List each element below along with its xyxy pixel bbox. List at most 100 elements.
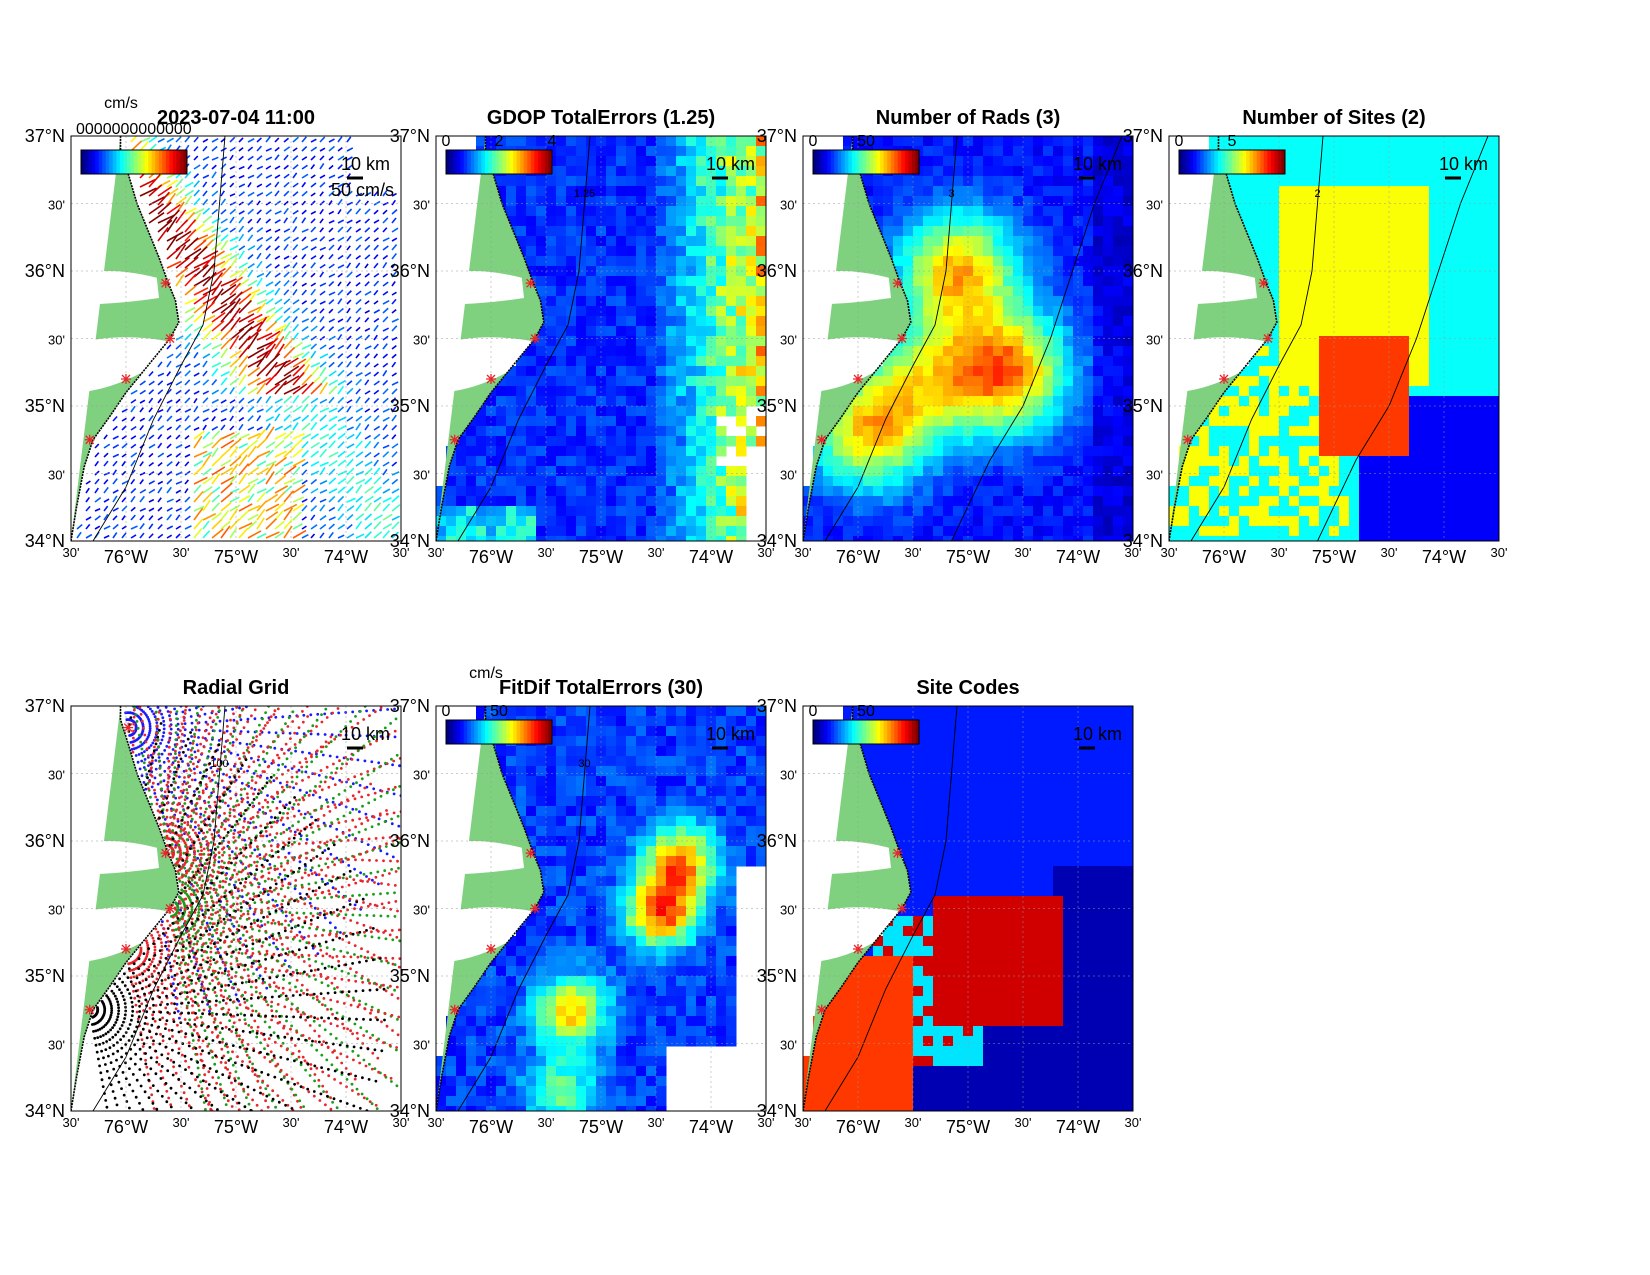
colorbar-swatch [151, 150, 156, 174]
site-marker [165, 333, 175, 344]
lat-tick-label: 35°N [25, 396, 65, 416]
colorbar-swatch [1267, 150, 1272, 174]
map-area: 2 [1169, 136, 1499, 541]
lon-tick-label: 30' [428, 545, 445, 560]
colorbar-swatch [488, 720, 493, 744]
lat-tick-label: 30' [413, 903, 430, 918]
lon-tick-label: 76°W [104, 547, 148, 567]
colorbar-swatch [165, 150, 170, 174]
scale-bar: 10 km [341, 724, 390, 750]
colorbar-swatch [897, 720, 902, 744]
site-marker [121, 374, 131, 384]
colorbar-swatch [873, 720, 878, 744]
colorbar-swatch [1189, 150, 1194, 174]
colorbar-swatch [851, 720, 856, 744]
colorbar-swatch [446, 150, 451, 174]
contour-label: 2 [1314, 188, 1320, 200]
colorbar-tick: 5 [1228, 133, 1237, 150]
lon-tick-label: 76°W [1202, 547, 1246, 567]
scale-label: 10 km [1073, 154, 1122, 174]
colorbar-swatch [477, 720, 482, 744]
colorbar-swatch [1281, 150, 1286, 174]
scale-label: 10 km [1439, 154, 1488, 174]
colorbar-swatch [162, 150, 167, 174]
site-marker [525, 848, 536, 859]
colorbar-swatch [1203, 150, 1208, 174]
lon-tick-label: 74°W [1056, 1117, 1100, 1137]
panel-title: GDOP TotalErrors (1.25) [487, 107, 715, 129]
isobath-line [457, 136, 591, 541]
colorbar-swatch [523, 150, 528, 174]
scale-label: 10 km [341, 154, 390, 174]
lon-tick-label: 74°W [324, 1117, 368, 1137]
lat-tick-label: 30' [413, 1038, 430, 1053]
lat-tick-label: 30' [413, 468, 430, 483]
lat-tick-label: 30' [780, 468, 797, 483]
colorbar-swatch [866, 150, 871, 174]
colorbar-swatch [908, 720, 913, 744]
colorbar-swatch [446, 720, 451, 744]
colorbar-swatch [890, 720, 895, 744]
colorbar-swatch [534, 150, 539, 174]
contour-label: 1.25 [574, 188, 595, 200]
lat-tick-label: 30' [780, 903, 797, 918]
colorbar-swatch [848, 150, 853, 174]
colorbar-swatch [460, 150, 465, 174]
colorbar-swatch [456, 720, 461, 744]
scale-bar: 10 km [341, 154, 390, 180]
colorbar-swatch [470, 720, 475, 744]
colorbar-swatch [1249, 150, 1254, 174]
colorbar-swatch [548, 720, 553, 744]
colorbar-swatch [1242, 150, 1247, 174]
colorbar-swatch [534, 720, 539, 744]
colorbar-swatch [887, 720, 892, 744]
colorbar-swatch [481, 720, 486, 744]
lat-tick-label: 37°N [1123, 126, 1163, 146]
map-area [71, 136, 401, 541]
lat-tick-label: 36°N [25, 261, 65, 281]
lon-tick-label: 74°W [1422, 547, 1466, 567]
colorbar-swatch [474, 720, 479, 744]
lat-tick-label: 37°N [25, 696, 65, 716]
colorbar-swatch [837, 720, 842, 744]
colorbar-swatch [901, 150, 906, 174]
site-marker [160, 278, 171, 289]
colorbar-swatch [827, 150, 832, 174]
colorbar-unit: cm/s [469, 665, 503, 682]
lat-tick-label: 35°N [757, 396, 797, 416]
site-marker [897, 333, 907, 344]
sound-water [1169, 337, 1266, 393]
lon-tick-label: 76°W [836, 1117, 880, 1137]
panel-title: Number of Rads (3) [876, 107, 1060, 129]
colorbar-swatch [858, 150, 863, 174]
lon-tick-label: 30' [1491, 545, 1508, 560]
colorbar: 0 50 [809, 133, 920, 175]
colorbar-swatch [1228, 150, 1233, 174]
site-marker [165, 903, 175, 914]
panel-title: FitDif TotalErrors (30) [499, 677, 703, 699]
site-marker [853, 944, 863, 954]
colorbar-swatch [491, 150, 496, 174]
colorbar-swatch [513, 150, 518, 174]
current-vectors [76, 136, 401, 539]
colorbar-swatch [102, 150, 107, 174]
lat-tick-label: 34°N [390, 531, 430, 551]
colorbar-swatch [1260, 150, 1265, 174]
lat-tick-label: 30' [780, 198, 797, 213]
colorbar-swatch [544, 720, 549, 744]
lat-tick-label: 34°N [757, 531, 797, 551]
colorbar-swatch [834, 720, 839, 744]
isobath-line [824, 706, 958, 1111]
sound-water [436, 907, 533, 963]
scale-label: 10 km [1073, 724, 1122, 744]
colorbar-swatch [908, 150, 913, 174]
lon-tick-label: 75°W [214, 547, 258, 567]
scale-bar: 10 km [1073, 724, 1122, 750]
colorbar-swatch [105, 150, 110, 174]
colorbar-swatch [488, 150, 493, 174]
isobath-line [457, 706, 591, 1111]
lat-tick-label: 30' [1146, 198, 1163, 213]
colorbar-swatch [855, 150, 860, 174]
lat-tick-label: 34°N [25, 1101, 65, 1121]
